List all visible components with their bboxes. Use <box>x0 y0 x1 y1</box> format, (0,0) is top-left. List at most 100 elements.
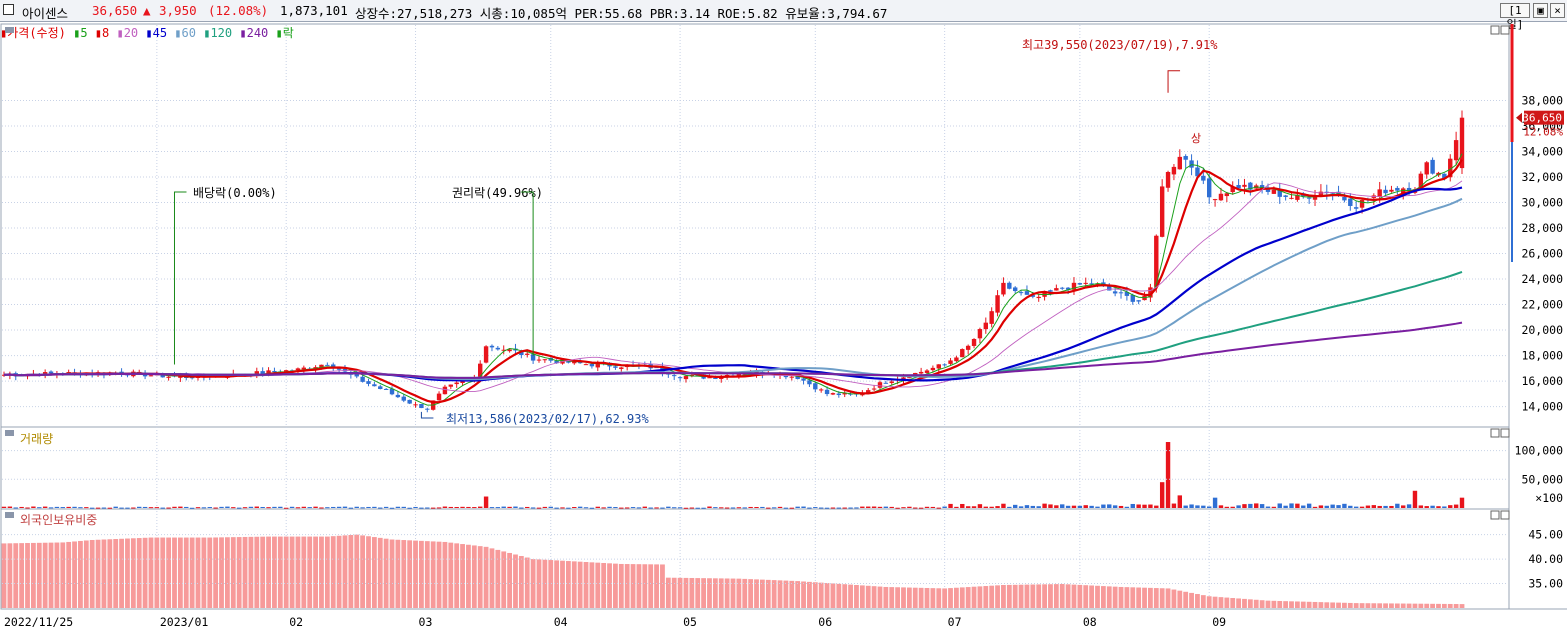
foreign-holding-bar <box>1430 603 1436 608</box>
volume-bar <box>13 507 18 509</box>
foreign-holding-bar <box>883 586 889 608</box>
restore-icon[interactable]: ▣ <box>1533 3 1548 18</box>
candle-body <box>1418 173 1424 188</box>
volume-bar <box>877 506 883 508</box>
foreign-holding-bar <box>313 536 318 608</box>
volume-bar <box>595 506 600 508</box>
foreign-holding-bar <box>548 560 554 608</box>
volume-bar <box>842 507 847 509</box>
stock-name[interactable]: 아이센스 <box>22 6 69 21</box>
legend-marker-icon: ▮ <box>276 26 283 40</box>
foreign-holding-bar <box>1359 603 1365 608</box>
foreign-holding-bar <box>777 580 783 608</box>
foreign-holding-bar <box>107 539 113 608</box>
panel-restore-icon[interactable] <box>1490 25 1500 35</box>
panel-restore-icon[interactable] <box>1490 510 1500 520</box>
x-tick-label: 04 <box>554 615 568 629</box>
volume-bar <box>89 507 95 509</box>
volume-bar <box>113 506 118 508</box>
volume-bar <box>154 507 160 509</box>
volume-bar <box>413 506 418 508</box>
foreign-holding-bar <box>618 563 624 608</box>
x-tick-label: 03 <box>419 615 433 629</box>
volume-bar <box>818 507 824 509</box>
candle-body <box>413 404 418 406</box>
candle-body <box>489 345 495 348</box>
close-icon[interactable]: × <box>1550 3 1565 18</box>
candle-body <box>677 377 683 379</box>
candle-body <box>389 388 395 395</box>
panel-restore-icon[interactable] <box>1490 428 1500 438</box>
volume-bar <box>1459 497 1465 508</box>
foreign-holding-bar <box>1042 584 1047 608</box>
panel-close-icon[interactable] <box>1500 25 1510 35</box>
candle-body <box>419 404 424 409</box>
panel-close-icon[interactable] <box>1500 510 1510 520</box>
volume-bar <box>724 507 730 509</box>
current-price-tag <box>1524 110 1564 125</box>
volume-bar <box>830 507 836 509</box>
candle-body <box>813 383 818 390</box>
foreign-holding-bar <box>336 535 342 608</box>
legend-marker-icon: ▮ <box>174 26 181 40</box>
foreign-holding-bar <box>801 581 806 608</box>
foreign-holding-bar <box>1265 600 1271 608</box>
candle-body <box>589 363 595 367</box>
panel-handle-icon[interactable] <box>5 27 14 33</box>
volume-bar <box>1142 504 1147 508</box>
volume-bar <box>1377 505 1382 508</box>
foreign-holding-bar <box>1030 584 1036 608</box>
legend-marker-icon: ▮ <box>116 26 123 40</box>
checkbox-icon[interactable] <box>3 4 14 15</box>
volume-bar <box>254 506 259 508</box>
volume-bar <box>1324 505 1329 508</box>
volume-bar <box>983 506 988 508</box>
volume-bar <box>101 507 107 509</box>
foreign-holding-bar <box>730 578 736 608</box>
candle-body <box>1424 162 1429 175</box>
legend-marker-icon: ▮ <box>0 26 7 40</box>
candle-body <box>1095 283 1100 285</box>
volume-bar <box>1283 505 1288 508</box>
volume-bar <box>1230 506 1235 508</box>
candle-body <box>1277 189 1282 197</box>
panel-handle-icon[interactable] <box>5 430 14 436</box>
volume-bar <box>1112 505 1118 508</box>
candle-body <box>1130 294 1135 302</box>
candle-body <box>1248 182 1253 190</box>
volume-bar <box>1136 504 1141 508</box>
foreign-holding-bar <box>7 543 13 608</box>
candle-body <box>595 363 600 368</box>
volume-bar <box>236 507 242 509</box>
foreign-holding-bar <box>1283 601 1289 608</box>
volume-bar <box>807 507 812 509</box>
foreign-holding-bar <box>283 536 289 608</box>
candle-body <box>366 381 371 384</box>
volume-bar <box>530 507 536 509</box>
foreign-holding-bar <box>1406 603 1412 608</box>
foreign-holding-bar <box>289 536 295 608</box>
volume-bar <box>1365 505 1371 508</box>
foreign-holding-bar <box>66 541 72 608</box>
period-button[interactable]: [1일] <box>1500 3 1530 31</box>
panel-close-icon[interactable] <box>1500 428 1510 438</box>
candle-body <box>501 349 506 351</box>
foreign-holding-bar <box>119 538 124 608</box>
foreign-holding-bar <box>401 540 407 608</box>
panel-handle-icon[interactable] <box>5 512 14 518</box>
volume-bar <box>742 507 747 509</box>
candle-body <box>954 357 959 362</box>
volume-bar <box>813 507 818 509</box>
volume-bar <box>313 506 318 508</box>
volume-bar <box>989 506 994 508</box>
candle-body <box>1389 189 1394 192</box>
volume-bar <box>895 507 900 509</box>
volume-bar <box>184 506 189 508</box>
volume-bar <box>1083 505 1088 508</box>
candle-body <box>407 399 412 404</box>
volume-bar <box>907 506 912 508</box>
foreign-holding-bar <box>1 543 7 608</box>
volume-bar <box>777 506 783 508</box>
foreign-holding-bar <box>154 537 160 608</box>
volume-bar <box>525 506 530 508</box>
